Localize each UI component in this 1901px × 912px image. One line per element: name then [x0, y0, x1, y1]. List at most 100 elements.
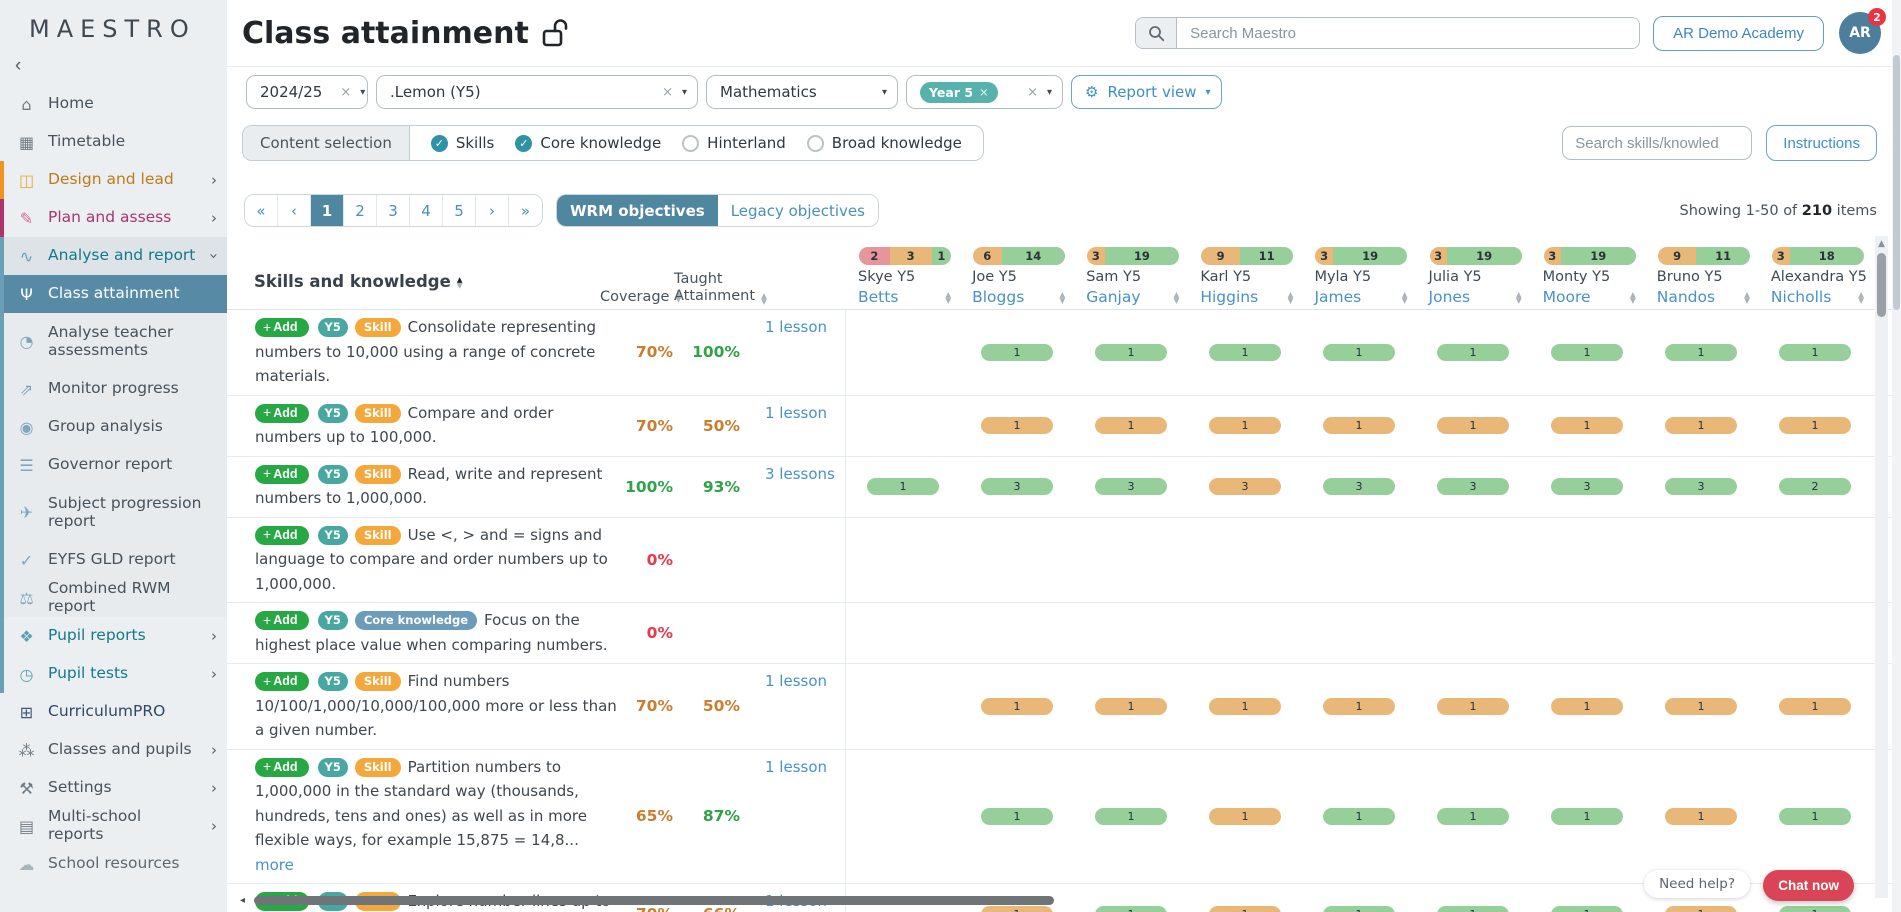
student-surname-link[interactable]: Jones — [1428, 288, 1471, 306]
page-scrollbar[interactable] — [1892, 0, 1901, 912]
student-surname-link[interactable]: Betts — [858, 288, 899, 306]
attainment-pill[interactable]: 1 — [1095, 905, 1167, 912]
sidebar-item-analyse-and-report[interactable]: ∿ Analyse and report › — [0, 237, 227, 275]
student-attainment-summary[interactable]: 9 11 — [1201, 247, 1294, 265]
sort-icon[interactable]: ▲ ▼ — [675, 289, 682, 304]
lessons-link[interactable]: 1 lesson — [765, 318, 828, 336]
global-search-input[interactable] — [1177, 18, 1640, 48]
academic-year-select[interactable]: 2024/25 × ▾ — [246, 75, 368, 109]
sort-icon[interactable]: ▲ ▼ — [1173, 289, 1180, 305]
attainment-pill[interactable]: 3 — [1665, 478, 1737, 495]
sort-icon[interactable]: ▲ ▼ — [1744, 289, 1750, 305]
sidebar-item-pupil-reports[interactable]: ❖ Pupil reports › — [0, 617, 227, 655]
sidebar-item-subject-progression-report[interactable]: ✈ Subject progression report — [0, 484, 227, 541]
clear-icon[interactable]: × — [1027, 84, 1038, 100]
attainment-pill[interactable]: 1 — [867, 478, 939, 495]
unchecked-icon[interactable] — [806, 134, 824, 152]
search-icon[interactable] — [1136, 18, 1178, 48]
student-surname-link[interactable]: Higgins — [1200, 288, 1259, 306]
student-attainment-summary[interactable]: 3 19 — [1429, 247, 1522, 265]
page-first-button[interactable]: « — [245, 195, 278, 226]
sort-icon[interactable]: ▲ ▼ — [1287, 289, 1294, 305]
attainment-pill[interactable]: 2 — [1779, 478, 1851, 495]
content-option-broad-knowledge[interactable]: Broad knowledge — [806, 134, 962, 152]
attainment-pill[interactable]: 1 — [1665, 905, 1737, 912]
sidebar-item-pupil-tests[interactable]: ◷ Pupil tests › — [0, 655, 227, 693]
student-attainment-summary[interactable]: 3 19 — [1543, 247, 1636, 265]
add-objective-button[interactable]: +Add — [255, 318, 309, 337]
add-objective-button[interactable]: +Add — [255, 672, 309, 691]
attainment-pill[interactable]: 1 — [1437, 905, 1509, 912]
sort-icon[interactable]: ▲ ▼ — [761, 291, 767, 306]
attainment-pill[interactable]: 1 — [1437, 807, 1509, 825]
remove-tag-icon[interactable]: × — [979, 85, 989, 99]
attainment-pill[interactable]: 1 — [981, 697, 1053, 715]
attainment-pill[interactable]: 1 — [1779, 417, 1851, 434]
coverage-column-header[interactable]: Coverage ▲ ▼ — [600, 289, 682, 305]
sidebar-collapse-button[interactable]: ‹ — [0, 43, 21, 77]
student-attainment-summary[interactable]: 9 11 — [1657, 247, 1750, 265]
sort-icon[interactable]: ▲ ▼ — [1515, 289, 1522, 305]
sidebar-item-multi-school-reports[interactable]: ▤ Multi-school reports › — [0, 807, 227, 845]
attainment-pill[interactable]: 1 — [981, 343, 1053, 361]
content-option-skills[interactable]: ✓ Skills — [430, 134, 494, 152]
toggle-legacy-objectives[interactable]: Legacy objectives — [717, 195, 878, 226]
add-objective-button[interactable]: +Add — [255, 757, 309, 777]
student-surname-link[interactable]: James — [1314, 288, 1362, 306]
sidebar-item-analyse-teacher-assessments[interactable]: ◔ Analyse teacher assessments — [0, 313, 227, 370]
attainment-pill[interactable]: 1 — [1323, 905, 1395, 912]
attainment-pill[interactable]: 1 — [1323, 807, 1395, 825]
add-objective-button[interactable]: +Add — [255, 403, 309, 423]
student-attainment-summary[interactable]: 3 18 — [1771, 247, 1864, 265]
attainment-pill[interactable]: 1 — [1323, 417, 1395, 434]
attainment-pill[interactable]: 1 — [1095, 697, 1167, 715]
sidebar-item-timetable[interactable]: ▦ Timetable — [0, 123, 227, 161]
attainment-pill[interactable]: 1 — [1665, 343, 1737, 361]
class-select[interactable]: .Lemon (Y5) × ▾ — [376, 75, 698, 109]
sidebar-item-combined-rwm-report[interactable]: ⚖ Combined RWM report — [0, 579, 227, 617]
content-option-hinterland[interactable]: Hinterland — [682, 134, 786, 152]
unchecked-icon[interactable] — [682, 134, 700, 152]
lessons-link[interactable]: 1 lesson — [765, 757, 828, 776]
student-surname-link[interactable]: Moore — [1542, 288, 1591, 306]
lessons-link[interactable]: 1 lesson — [765, 672, 828, 690]
attainment-pill[interactable]: 1 — [1095, 343, 1167, 361]
student-attainment-summary[interactable]: 3 19 — [1315, 247, 1408, 265]
table-vertical-scrollbar[interactable]: ▲ — [1875, 236, 1888, 898]
year-group-select[interactable]: Year 5 × × ▾ — [906, 75, 1063, 109]
sidebar-item-design-and-lead[interactable]: ◫ Design and lead › — [0, 161, 227, 199]
attainment-pill[interactable]: 1 — [981, 905, 1053, 912]
sidebar-item-eyfs-gld-report[interactable]: ✓ EYFS GLD report — [0, 541, 227, 579]
attainment-pill[interactable]: 1 — [1779, 905, 1851, 912]
attainment-pill[interactable]: 1 — [1437, 417, 1509, 434]
attainment-pill[interactable]: 1 — [1209, 343, 1281, 361]
attainment-pill[interactable]: 1 — [981, 417, 1053, 434]
attainment-column-header[interactable]: Taught Attainment ▲ ▼ — [674, 271, 767, 306]
subject-select[interactable]: Mathematics ▾ — [706, 75, 898, 109]
page-next-button[interactable]: › — [476, 195, 509, 226]
sort-icon[interactable]: ▲ ▼ — [1858, 289, 1864, 305]
sort-icon[interactable]: ▲ ▼ — [1401, 289, 1408, 305]
scroll-left-icon[interactable]: ◂ — [240, 894, 246, 906]
attainment-pill[interactable]: 3 — [1551, 478, 1623, 495]
attainment-pill[interactable]: 3 — [981, 478, 1053, 495]
attainment-pill[interactable]: 1 — [1323, 697, 1395, 715]
horizontal-scrollbar[interactable]: ◂ — [240, 894, 1055, 906]
attainment-pill[interactable]: 1 — [1323, 343, 1395, 361]
attainment-pill[interactable]: 1 — [1437, 697, 1509, 715]
attainment-pill[interactable]: 1 — [1779, 807, 1851, 825]
attainment-pill[interactable]: 1 — [981, 807, 1053, 825]
instructions-button[interactable]: Instructions — [1766, 125, 1877, 161]
skills-search-input[interactable] — [1562, 126, 1753, 160]
checked-icon[interactable]: ✓ — [430, 134, 448, 152]
sidebar-item-curriculumpro[interactable]: ⊞ CurriculumPRO — [0, 693, 227, 731]
attainment-pill[interactable]: 1 — [1551, 417, 1623, 434]
sort-icon[interactable]: ▲ ▼ — [1059, 289, 1066, 305]
clear-icon[interactable]: × — [662, 84, 673, 100]
toggle-wrm-objectives[interactable]: WRM objectives — [557, 195, 718, 226]
attainment-pill[interactable]: 3 — [1095, 478, 1167, 495]
attainment-pill[interactable]: 1 — [1095, 807, 1167, 825]
page-scroll-thumb[interactable] — [1893, 55, 1900, 310]
clear-icon[interactable]: × — [340, 84, 352, 100]
